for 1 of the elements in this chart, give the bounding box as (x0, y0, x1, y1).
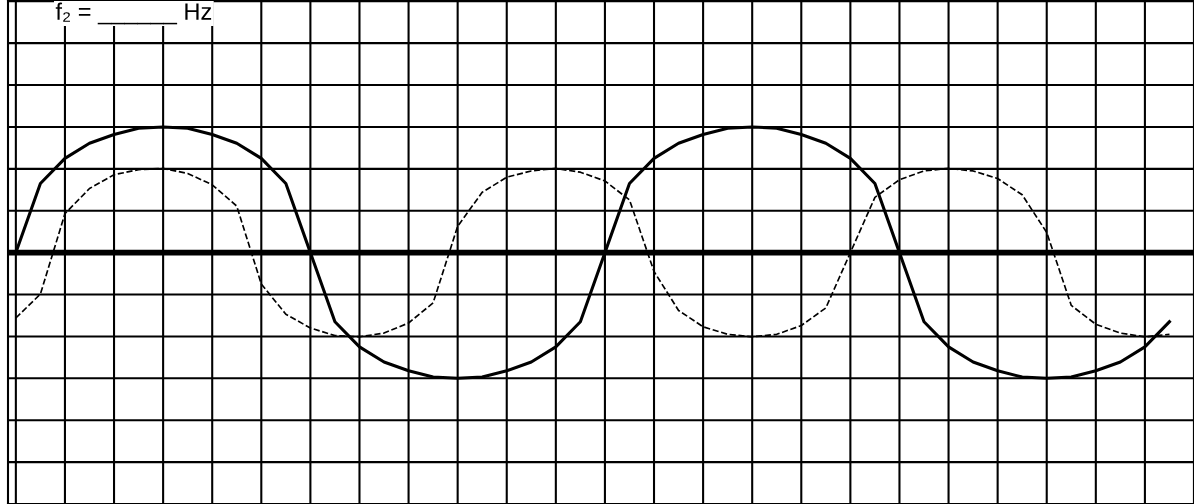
text: f₂ = ______ Hz (55, 2, 212, 25)
